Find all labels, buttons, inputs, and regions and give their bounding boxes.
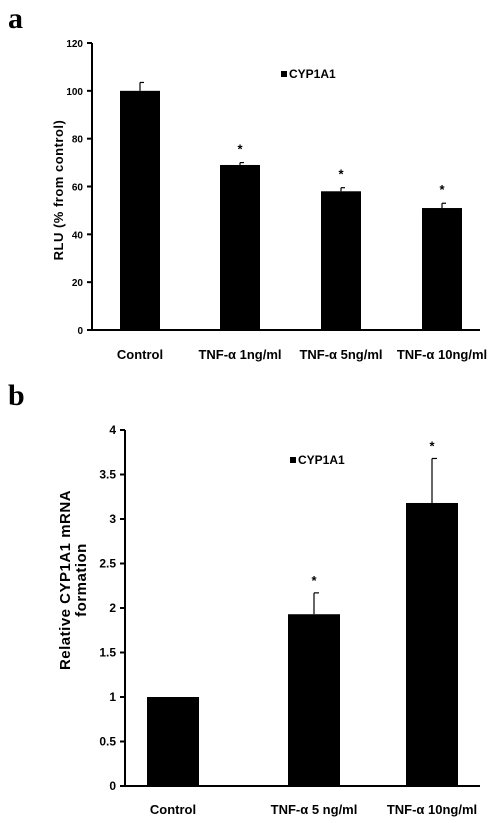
- y-axis-label-b-line2: formation: [73, 543, 90, 617]
- y-tick-label: 3.5: [99, 468, 116, 482]
- y-tick-label: 0.5: [99, 735, 116, 749]
- bar: [321, 191, 361, 330]
- y-tick-label: 1.5: [99, 646, 116, 660]
- y-tick-label: 4: [109, 423, 116, 437]
- y-tick-label: 100: [66, 87, 83, 98]
- panel-label-b: b: [8, 379, 25, 412]
- bars-a: * * *: [120, 81, 462, 330]
- y-ticks-b: 0 0.5 1 1.5 2 2.5 3 3.5 4: [99, 423, 125, 793]
- y-tick-label: 20: [72, 278, 84, 289]
- y-tick-label: 120: [66, 39, 83, 50]
- category-label: Control: [150, 802, 196, 817]
- legend-swatch-a: [281, 71, 287, 77]
- y-tick-label: 80: [72, 135, 84, 146]
- y-tick-label: 3: [109, 512, 116, 526]
- y-axis-label-b-line1: Relative CYP1A1 mRNA: [57, 490, 74, 670]
- y-tick-label: 2.5: [99, 557, 116, 571]
- bar: [406, 502, 458, 786]
- legend-b: CYP1A1: [290, 453, 345, 467]
- y-tick-label: 60: [72, 183, 84, 194]
- y-tick-label: 1: [109, 690, 116, 704]
- category-label: Control: [117, 347, 163, 362]
- bar: [147, 697, 199, 786]
- category-label: TNF-α 10ng/ml: [387, 802, 477, 817]
- category-labels-a: Control TNF-α 1ng/ml TNF-α 5ng/ml TNF-α 10n…: [117, 347, 487, 362]
- y-axis-label-b: Relative CYP1A1 mRNA formation: [57, 490, 90, 670]
- y-tick-label: 0: [77, 326, 83, 337]
- legend-a: CYP1A1: [281, 67, 336, 81]
- panel-label-a: a: [8, 2, 23, 35]
- chart-b: Relative CYP1A1 mRNA formation 0 0.5 1 1.5 2…: [57, 423, 480, 817]
- legend-label-b: CYP1A1: [298, 453, 345, 467]
- y-ticks-a: 0 20 40 60 80 100 120: [66, 39, 92, 337]
- bars-b: **: [147, 438, 458, 786]
- category-label: TNF-α 5 ng/ml: [271, 802, 358, 817]
- category-label: TNF-α 5ng/ml: [299, 347, 382, 362]
- significance-marker: *: [439, 182, 445, 197]
- category-labels-b: Control TNF-α 5 ng/ml TNF-α 10ng/ml: [150, 802, 477, 817]
- legend-swatch-b: [290, 457, 296, 463]
- legend-label-a: CYP1A1: [289, 67, 336, 81]
- significance-marker: *: [338, 167, 344, 182]
- bar: [220, 164, 260, 330]
- category-label: TNF-α 10ng/ml: [397, 347, 487, 362]
- significance-marker: *: [429, 438, 435, 453]
- y-tick-label: 40: [72, 230, 84, 241]
- bar: [120, 90, 160, 330]
- y-axis-label-a: RLU (% from control): [51, 120, 66, 261]
- y-tick-label: 0: [109, 779, 116, 793]
- category-label: TNF-α 1ng/ml: [198, 347, 281, 362]
- y-tick-label: 2: [109, 601, 116, 615]
- significance-marker: *: [311, 573, 317, 588]
- bar: [422, 208, 462, 330]
- bar: [288, 614, 340, 786]
- significance-marker: *: [237, 142, 243, 157]
